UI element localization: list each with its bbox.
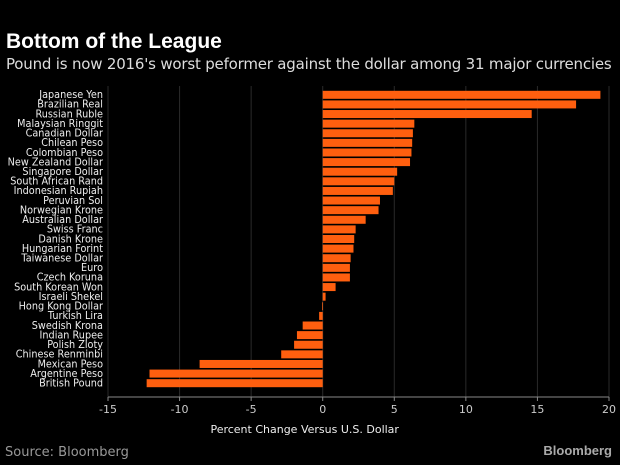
bar [322,167,398,176]
bar [322,263,350,272]
category-label: Japanese Yen [38,89,103,102]
bar [319,311,323,320]
chart-subtitle: Pound is now 2016's worst peformer again… [6,55,612,73]
bar [322,90,601,99]
bar [322,234,355,244]
category-label: Indian Rupee [40,329,103,342]
bar [322,215,366,224]
category-label: Australian Dollar [22,214,103,227]
category-label: South African Rand [10,175,103,188]
category-label: Canadian Dollar [26,127,104,140]
category-label: Hungarian Forint [22,242,103,255]
x-tick-label: 15 [530,403,544,416]
category-label: Euro [81,262,103,275]
category-label: Norwegian Krone [20,204,103,217]
bar [322,110,532,119]
bar [296,331,323,340]
category-label: Swiss Franc [47,223,103,236]
category-label: Czech Koruna [37,271,103,284]
category-label: Peruvian Sol [43,194,103,207]
bar [322,129,413,138]
category-label: Brazilian Real [37,98,103,111]
category-label: Singapore Dollar [22,165,103,178]
category-label: New Zealand Dollar [8,156,104,169]
bar [281,350,323,359]
category-label: Indonesian Rupiah [14,185,103,198]
bar [322,119,415,128]
category-label: Chinese Renminbi [16,348,103,361]
category-label: Swedish Krona [32,319,103,332]
category-label: Turkish Lira [47,310,103,323]
category-label: Taiwanese Dollar [20,252,103,265]
category-label: Argentine Peso [30,367,103,380]
chart-title: Bottom of the League [6,30,222,53]
x-tick-label: 20 [602,403,616,416]
x-tick-label: -10 [171,403,189,416]
category-label: Danish Krone [38,233,103,246]
bloomberg-logo: Bloomberg [543,443,612,458]
bar [322,100,577,109]
x-tick-label: -15 [99,403,117,416]
bar [146,379,323,388]
category-label: Malaysian Ringgit [17,117,103,130]
x-tick-label: 10 [459,403,473,416]
bar [322,292,326,301]
category-label: Russian Ruble [35,108,103,121]
bar [322,244,354,253]
bar [321,302,323,311]
category-label: Colombian Peso [26,146,103,159]
bar [322,196,380,205]
x-tick-label: -5 [246,403,257,416]
category-label: Chilean Peso [41,137,103,150]
bar [322,138,413,147]
category-label: Hong Kong Dollar [19,300,104,313]
bar [322,206,379,215]
category-label: South Korean Won [14,281,103,294]
category-label: Mexican Peso [38,358,103,371]
bar [322,283,336,292]
bar [302,321,323,330]
bar [322,186,393,195]
bar [322,254,351,263]
x-axis-label: Percent Change Versus U.S. Dollar [210,423,399,436]
x-tick-label: 0 [319,403,326,416]
bar [322,225,356,234]
source-note: Source: Bloomberg [5,445,129,460]
category-label: British Pound [39,377,103,390]
bar [294,340,323,349]
bar [322,158,411,167]
category-label: Polish Zloty [47,338,103,351]
bar [322,177,395,186]
bar [199,359,323,368]
x-tick-label: 5 [391,403,398,416]
bar [322,148,412,157]
bar [149,369,323,378]
category-label: Israeli Shekel [39,290,103,303]
bar [322,273,350,282]
